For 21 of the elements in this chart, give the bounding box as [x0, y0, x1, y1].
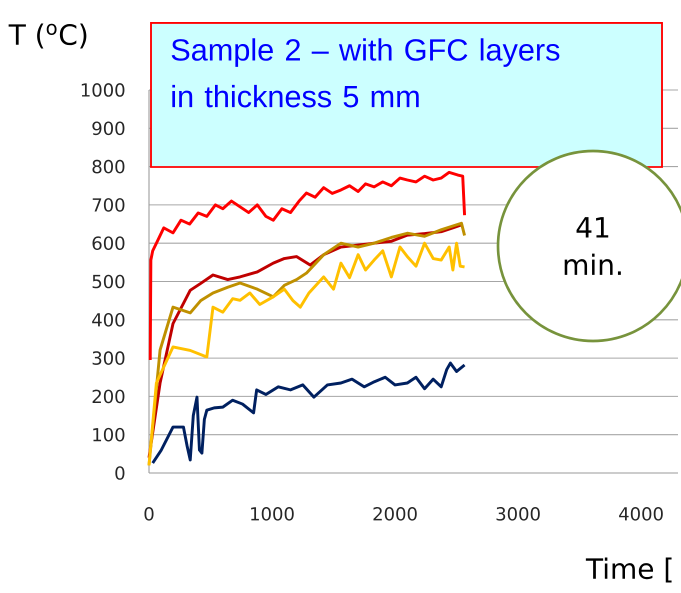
y-tick-label: 800 — [92, 160, 124, 174]
x-tick-label: 0 — [144, 507, 154, 521]
line-series — [151, 362, 466, 465]
y-tick-label: 300 — [92, 351, 124, 365]
annotation: 41 min. — [564, 217, 621, 275]
x-tick-label: 1000 — [251, 507, 294, 521]
y-axis-title: T ($^{o}$C) — [8, 24, 86, 48]
y-tick-label: 700 — [92, 198, 124, 212]
x-tick-label: 4000 — [619, 507, 663, 521]
y-tick-label: 100 — [93, 428, 124, 442]
x-axis-title: Time [ — [586, 558, 672, 582]
y-tick-label: 200 — [92, 390, 124, 404]
y-tick-label: 900 — [92, 121, 124, 136]
x-tick-label: 3000 — [496, 507, 540, 521]
y-tick-label: 500 — [92, 274, 124, 288]
x-tick-label: 2000 — [373, 507, 417, 521]
annotation: Sample 2 – with GFC layers in thickness 5 mm — [172, 38, 560, 108]
y-tick-label: 1000 — [82, 83, 124, 97]
y-tick-label: 600 — [92, 236, 124, 250]
y-tick-label: 0 — [115, 466, 124, 480]
y-tick-label: 400 — [92, 312, 124, 327]
